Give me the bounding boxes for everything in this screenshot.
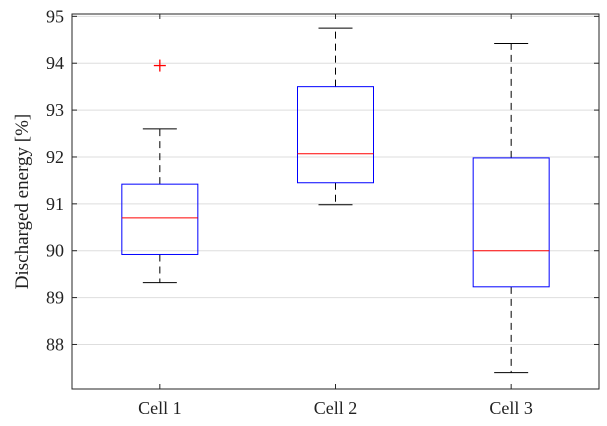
y-axis-label: Discharged energy [%]	[12, 114, 33, 290]
grid-lines	[72, 15, 599, 345]
iqr-box	[121, 183, 199, 255]
y-tick-label: 92	[46, 147, 64, 167]
x-tick-label: Cell 2	[314, 398, 358, 418]
y-tick-label: 88	[46, 334, 64, 354]
y-tick-label: 90	[46, 241, 64, 261]
box-2	[297, 27, 374, 206]
iqr-box	[472, 157, 550, 288]
box-1	[121, 59, 199, 284]
boxes	[121, 27, 550, 374]
iqr-box	[297, 86, 374, 184]
box-3	[472, 43, 550, 374]
outlier-marker	[153, 59, 166, 72]
y-tick-label: 89	[46, 288, 64, 308]
y-tick-label: 94	[46, 53, 64, 73]
y-tick-label: 91	[46, 194, 64, 214]
axis-ticks: 88 89 90 91 92 93 94 95 Cell 1 Cell 2 Cell 3	[46, 6, 599, 418]
x-tick-label: Cell 3	[489, 398, 533, 418]
y-tick-label: 95	[46, 6, 64, 26]
y-tick-label: 93	[46, 100, 64, 120]
x-tick-label: Cell 1	[138, 398, 182, 418]
